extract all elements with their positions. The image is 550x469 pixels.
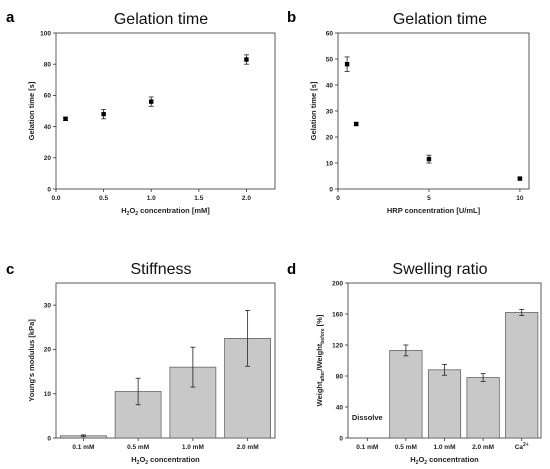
plot-frame — [55, 282, 276, 439]
y-tick-label: 30 — [44, 302, 52, 309]
y-axis-label: Gelation time [s] — [27, 81, 36, 140]
panel-d: d Swelling ratio 0 40 80 120 160 200 Weightaft… — [287, 261, 542, 466]
x-tick-label: 1.0 — [147, 195, 156, 202]
y-tick-label: 40 — [326, 82, 334, 89]
y-tick-label: 50 — [326, 56, 334, 63]
x-tick-label: 2.0 mM — [472, 444, 494, 451]
x-axis-label: HRP concentration [U/mL] — [387, 206, 481, 215]
bar — [389, 350, 423, 439]
y-tick-label: 120 — [332, 342, 343, 349]
x-axis-label: H2O2 concentration [mM] — [121, 206, 210, 217]
y-axis-label: Young's modulus [kPa] — [27, 319, 36, 402]
panel-c: c Stiffness 0 10 20 30 Young's modulus [kPa]… — [6, 261, 276, 466]
y-tick-label: 0 — [339, 435, 343, 442]
x-tick-label: 2.0 — [242, 195, 251, 202]
y-tick-label: 60 — [44, 93, 52, 100]
data-point — [353, 121, 359, 127]
chart-title-b: Gelation time — [393, 11, 487, 28]
y-tick-label: 100 — [40, 30, 51, 37]
x-tick-label: 5 — [427, 195, 431, 202]
x-tick-label: 2.0 mM — [237, 444, 259, 451]
x-axis-label: H2O2 concentration — [131, 455, 200, 466]
y-tick-label: 80 — [44, 62, 52, 69]
panel-label-d: d — [287, 261, 296, 278]
x-axis-label: H2O2 concentration — [410, 455, 479, 466]
annotation-dissolve: Dissolve — [352, 413, 383, 422]
y-tick-label: 0 — [47, 435, 51, 442]
x-tick-label: 1.0 mM — [433, 444, 455, 451]
x-tick-label: 0.1 mM — [356, 444, 378, 451]
chart-title-d: Swelling ratio — [392, 261, 487, 278]
x-tick-label: 0.5 mM — [395, 444, 417, 451]
y-tick-label: 20 — [44, 347, 52, 354]
x-tick-label: 1.5 — [194, 195, 203, 202]
y-tick-label: 0 — [329, 186, 333, 193]
data-point — [149, 99, 154, 104]
y-tick-label: 60 — [326, 30, 334, 37]
data-point — [244, 57, 249, 62]
y-tick-label: 30 — [326, 108, 334, 115]
x-tick-label: 10 — [516, 195, 524, 202]
panel-label-a: a — [6, 9, 15, 26]
data-point — [517, 176, 523, 181]
bar — [466, 377, 500, 439]
y-tick-label: 160 — [332, 311, 343, 318]
y-tick-label: 0 — [47, 186, 51, 193]
y-tick-label: 10 — [326, 160, 334, 167]
y-axis-label: Weightafter/Weightbefore [%] — [315, 314, 326, 406]
bar — [427, 369, 462, 439]
data-point — [426, 156, 432, 162]
data-point — [63, 116, 68, 121]
x-tick-label: 0.5 mM — [127, 444, 149, 451]
panel-label-c: c — [6, 261, 14, 278]
plot-frame — [337, 32, 530, 190]
chart-title-c: Stiffness — [130, 261, 191, 278]
panel-a: a Gelation time 0 20 40 60 80 100 Gelation tim… — [6, 9, 276, 217]
y-tick-label: 80 — [336, 373, 344, 380]
y-tick-label: 40 — [44, 124, 52, 131]
panel-label-b: b — [287, 9, 296, 26]
y-axis-label: Gelation time [s] — [309, 81, 318, 140]
chart-title-a: Gelation time — [114, 11, 208, 28]
data-point — [101, 111, 106, 117]
x-tick-label: 0 — [336, 195, 340, 202]
y-tick-label: 40 — [336, 404, 344, 411]
y-tick-label: 200 — [332, 280, 343, 287]
y-tick-label: 10 — [44, 391, 52, 398]
y-tick-label: 20 — [326, 134, 334, 141]
plot-frame — [55, 32, 276, 190]
y-tick-label: 20 — [44, 155, 52, 162]
x-tick-label: 0.5 — [99, 195, 108, 202]
x-tick-label: Ca2+ — [515, 442, 529, 451]
x-tick-label: 0.0 — [51, 195, 60, 202]
bar — [505, 312, 539, 439]
x-tick-label: 0.1 mM — [72, 444, 94, 451]
data-point — [344, 62, 350, 67]
x-tick-label: 1.0 mM — [182, 444, 204, 451]
